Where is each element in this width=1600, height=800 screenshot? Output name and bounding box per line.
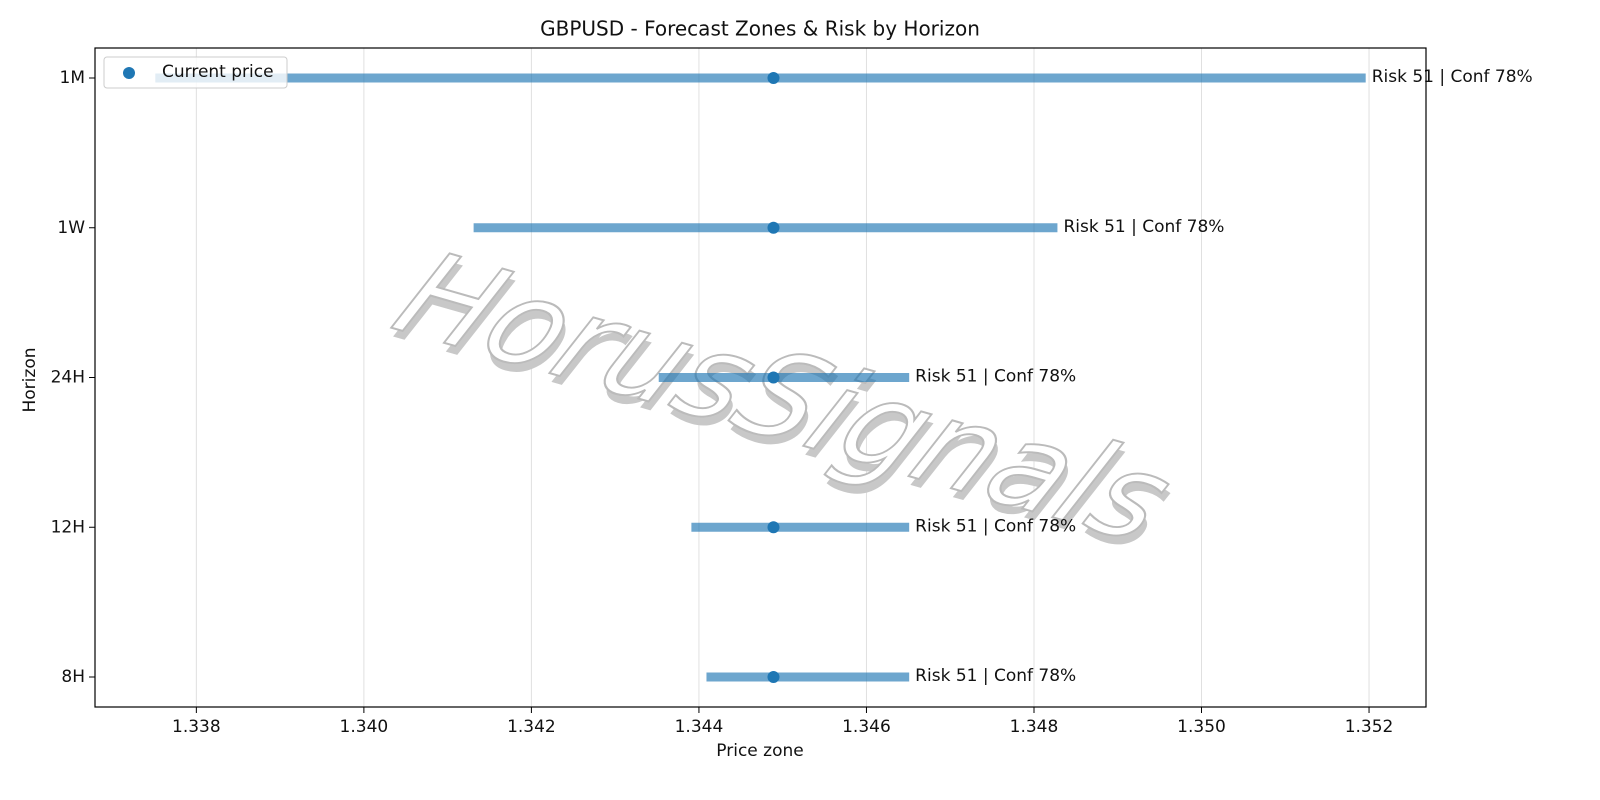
current-price-dot — [767, 221, 780, 234]
legend-marker — [123, 67, 135, 79]
x-tick-label: 1.344 — [675, 717, 724, 737]
x-axis-label: Price zone — [716, 741, 803, 761]
current-price-dot — [767, 72, 780, 84]
x-tick-label: 1.342 — [507, 717, 556, 737]
current-price-dot — [767, 521, 780, 534]
y-tick-label: 1W — [57, 218, 85, 238]
current-price-dot — [767, 371, 780, 384]
y-tick-label: 1M — [60, 68, 85, 88]
y-axis-label: Horizon — [20, 348, 40, 413]
x-tick-label: 1.348 — [1010, 717, 1059, 737]
current-price-dot — [767, 671, 780, 683]
legend-box — [103, 56, 288, 89]
annotation: Risk 51 | Conf 78% — [1063, 217, 1224, 237]
annotation: Risk 51 | Conf 78% — [1372, 67, 1533, 87]
y-tick-label: 8H — [61, 667, 85, 687]
y-tick-label: 24H — [51, 368, 85, 388]
x-tick-label: 1.340 — [340, 717, 389, 737]
y-tick-label: 12H — [51, 517, 85, 537]
annotation: Risk 51 | Conf 78% — [915, 367, 1076, 387]
x-tick-label: 1.346 — [842, 717, 891, 737]
chart-title: GBPUSD - Forecast Zones & Risk by Horizo… — [540, 17, 980, 41]
annotation: Risk 51 | Conf 78% — [915, 516, 1076, 536]
x-tick-label: 1.338 — [172, 717, 221, 737]
legend-label: Current price — [162, 62, 274, 82]
plot-frame — [94, 47, 1427, 708]
annotation: Risk 51 | Conf 78% — [915, 666, 1076, 686]
x-tick-label: 1.352 — [1345, 717, 1394, 737]
x-tick-label: 1.350 — [1177, 717, 1226, 737]
